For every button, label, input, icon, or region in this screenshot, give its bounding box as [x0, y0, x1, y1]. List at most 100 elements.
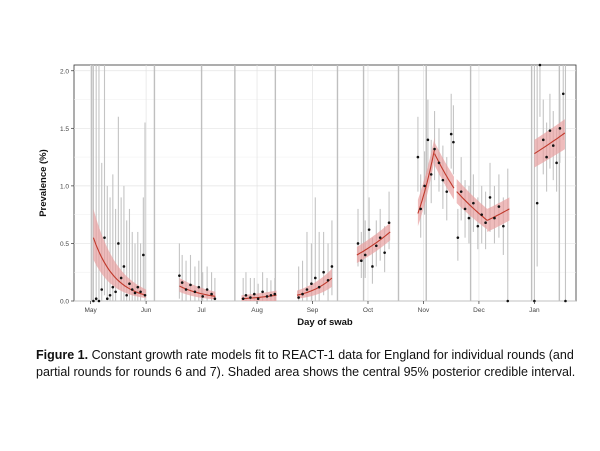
data-point: [201, 295, 204, 298]
data-point: [136, 285, 140, 289]
data-point: [97, 299, 101, 303]
data-point: [363, 253, 367, 257]
credible-band: [456, 179, 488, 230]
round-boundaries: [91, 65, 561, 301]
data-point: [555, 161, 558, 165]
figure-caption: Figure 1. Constant growth rate models fi…: [36, 347, 576, 381]
data-point: [484, 221, 487, 225]
data-point: [252, 292, 256, 296]
data-point: [426, 138, 430, 142]
x-tick-label: Nov: [418, 307, 430, 314]
data-point: [193, 290, 197, 294]
x-tick-label: Jun: [141, 307, 152, 314]
data-point: [371, 265, 374, 268]
data-point: [535, 201, 539, 205]
data-point: [305, 288, 309, 291]
data-point: [502, 224, 505, 228]
data-point: [561, 92, 565, 96]
y-tick-label: 0.0: [60, 299, 69, 306]
fit-lines: [92, 132, 566, 300]
plot-panel: [73, 64, 577, 302]
data-point: [133, 291, 137, 295]
data-point: [548, 129, 552, 132]
fit-line: [486, 208, 510, 221]
data-point: [117, 242, 120, 245]
data-point: [506, 299, 510, 303]
x-axis: May Jun Jul Aug Sep Oct Nov Dec Jan: [85, 301, 540, 314]
data-point: [103, 236, 106, 239]
data-point: [378, 236, 382, 239]
data-point: [360, 259, 363, 263]
data-point: [419, 207, 422, 211]
data-point: [178, 274, 181, 277]
data-point: [493, 216, 496, 220]
y-axis-label: Prevalence (%): [38, 149, 49, 217]
prevalence-chart: 0.0 0.5 1.0 1.5 2.0 May Jun Jul Aug Sep Oct Nov Dec…: [38, 63, 577, 328]
data-point: [497, 205, 501, 208]
data-point: [108, 293, 112, 297]
data-point: [142, 253, 145, 257]
data-point: [452, 140, 455, 144]
data-point: [476, 224, 480, 228]
data-point: [463, 207, 467, 211]
data-point: [100, 288, 104, 291]
data-point: [441, 178, 445, 182]
data-point: [310, 282, 313, 286]
credible-band: [434, 142, 454, 200]
credible-band: [297, 268, 332, 299]
data-point: [445, 190, 449, 193]
data-point: [480, 213, 484, 216]
data-point: [375, 244, 378, 248]
data-point: [122, 265, 126, 268]
data-point: [94, 297, 98, 300]
data-point: [119, 276, 123, 280]
data-point: [111, 285, 115, 289]
data-point: [437, 161, 441, 165]
data-point: [467, 216, 471, 220]
data-point: [330, 265, 334, 268]
credible-band: [417, 137, 435, 227]
x-tick-label: Sep: [307, 307, 319, 314]
caption-label: Figure 1.: [36, 348, 89, 362]
fit-line: [417, 148, 436, 214]
data-points: [92, 63, 567, 303]
data-point: [256, 297, 260, 300]
data-point: [433, 147, 436, 151]
data-point: [356, 242, 360, 245]
data-point: [210, 292, 213, 296]
data-point: [265, 295, 269, 298]
data-point: [423, 184, 426, 188]
data-point: [538, 63, 542, 67]
x-axis-label: Day of swab: [297, 317, 353, 328]
data-point: [128, 282, 131, 286]
fit-line: [534, 132, 566, 155]
data-point: [241, 297, 245, 300]
data-point: [313, 276, 317, 280]
credible-band: [179, 278, 216, 300]
y-tick-label: 1.5: [60, 126, 69, 133]
data-point: [301, 292, 304, 296]
data-point: [449, 132, 453, 136]
x-tick-label: Aug: [251, 307, 263, 314]
data-point: [456, 236, 460, 239]
data-point: [558, 127, 562, 130]
data-point: [139, 290, 142, 294]
data-point: [429, 173, 433, 176]
x-tick-label: Jan: [529, 307, 540, 314]
data-point: [130, 288, 134, 291]
y-tick-label: 2.0: [60, 68, 69, 75]
y-tick-label: 0.5: [60, 241, 69, 248]
data-point: [213, 297, 217, 300]
fit-line: [356, 231, 391, 256]
data-point: [564, 299, 567, 303]
data-point: [383, 251, 386, 254]
fit-line: [434, 153, 455, 189]
x-tick-label: May: [85, 307, 98, 314]
data-point: [322, 270, 325, 274]
data-point: [297, 296, 300, 299]
y-axis: 0.0 0.5 1.0 1.5 2.0: [60, 68, 74, 306]
data-point: [459, 190, 463, 193]
data-point: [92, 299, 95, 303]
data-point: [269, 293, 273, 297]
data-point: [184, 288, 188, 291]
